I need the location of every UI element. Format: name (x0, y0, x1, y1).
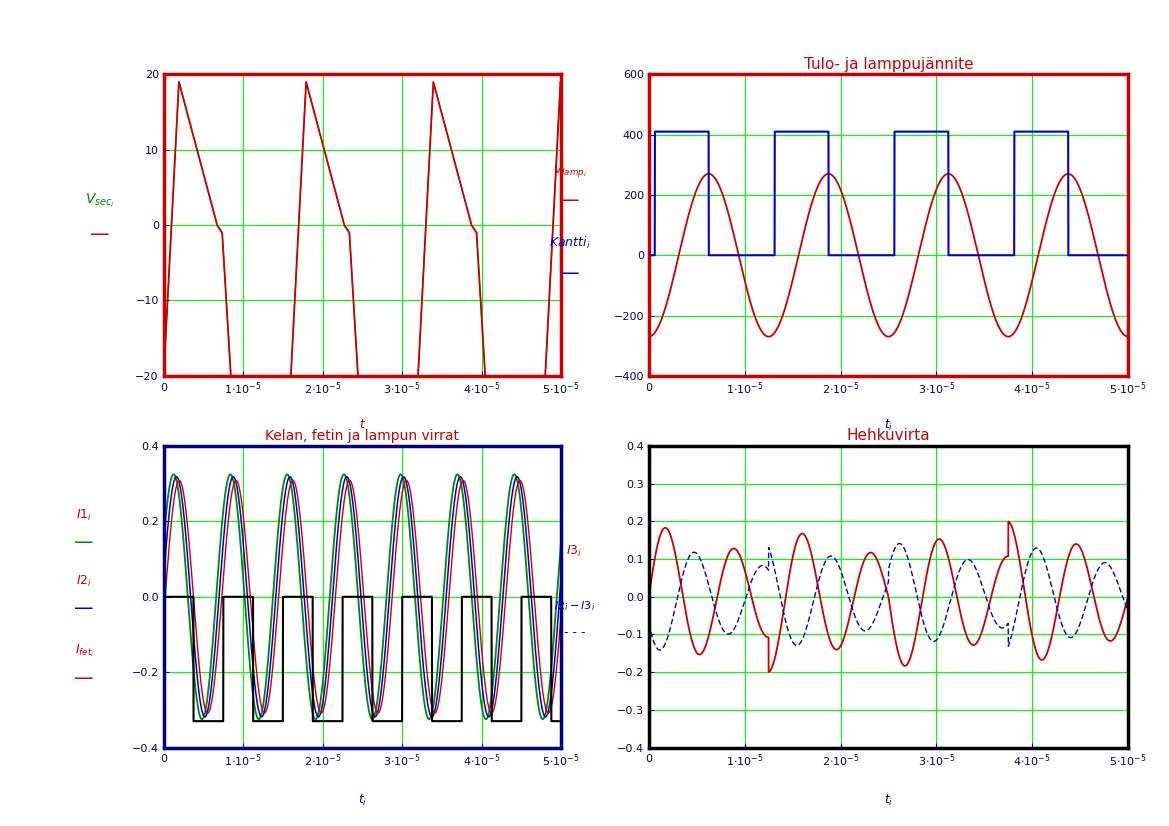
Text: $t$: $t$ (359, 418, 366, 431)
Text: $t_i$: $t_i$ (884, 793, 893, 808)
Text: —: — (560, 192, 580, 211)
Title: Tulo- ja lamppujännite: Tulo- ja lamppujännite (803, 57, 974, 72)
Title: Kelan, fetin ja lampun virrat: Kelan, fetin ja lampun virrat (265, 430, 459, 444)
Text: —: — (75, 533, 94, 552)
Text: $I2_i - I3_i$: $I2_i - I3_i$ (554, 599, 595, 613)
Text: $I1_i$: $I1_i$ (76, 508, 92, 523)
Text: $V_{lamp_i}$: $V_{lamp_i}$ (553, 163, 587, 179)
Text: —: — (90, 225, 110, 244)
Text: —: — (75, 600, 94, 619)
Text: $t_i$: $t_i$ (358, 793, 367, 808)
Text: —: — (560, 263, 580, 282)
Title: Hehkuvirta: Hehkuvirta (846, 429, 931, 444)
Text: $t_i$: $t_i$ (884, 418, 893, 433)
Text: —: — (75, 669, 94, 688)
Text: $I2_i$: $I2_i$ (76, 574, 92, 589)
Text: $I3_i$: $I3_i$ (567, 544, 582, 559)
Text: - - -: - - - (563, 626, 586, 639)
Text: $V_{sec_i}$: $V_{sec_i}$ (85, 192, 115, 210)
Text: $Kantti_i$: $Kantti_i$ (549, 235, 590, 251)
Text: $I_{fet_i}$: $I_{fet_i}$ (75, 643, 94, 659)
